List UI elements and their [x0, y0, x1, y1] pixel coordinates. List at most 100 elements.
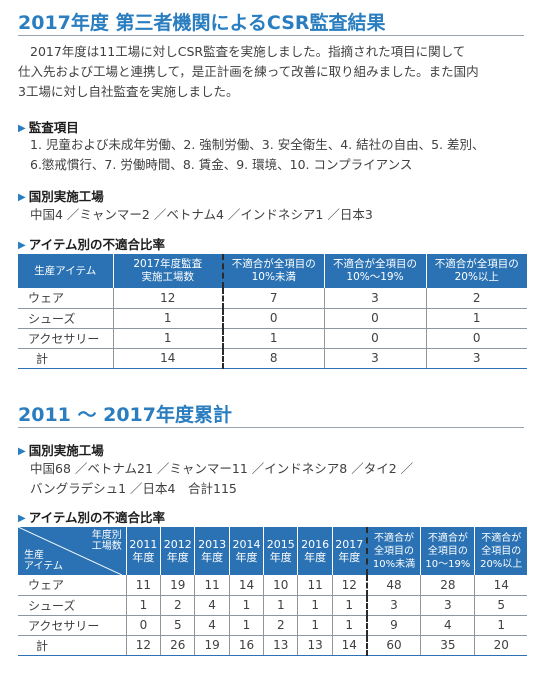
title-divider	[18, 35, 524, 36]
row-label: シューズ	[18, 308, 114, 329]
year-header: 2016 年度	[297, 527, 333, 575]
cell: 5	[474, 595, 527, 616]
audit-items-line-2: 6.懲戒慣行、7. 労働時間、8. 賃金、9. 環境、10. コンプライアンス	[30, 157, 413, 172]
cell: 19	[194, 635, 230, 656]
audit-items-heading-text: 監査項目	[28, 120, 79, 135]
cell: 4	[194, 615, 230, 636]
cell: 1	[223, 328, 325, 349]
cell: 1	[332, 595, 368, 616]
year-header: 2017 年度	[332, 527, 368, 575]
cell: 3	[324, 348, 427, 369]
cell: 12	[332, 575, 368, 596]
audit-items-heading: ▶ 監査項目	[18, 117, 79, 136]
intro-paragraph: 2017年度は11工場に対しCSR監査を実施しました。指摘された項目に関して 仕…	[18, 42, 528, 102]
cell: 1	[474, 615, 527, 636]
ratio-heading-text: アイテム別の不適合比率	[28, 237, 165, 252]
cell: 1	[297, 595, 333, 616]
cell: 0	[426, 328, 527, 349]
cell: 3	[426, 348, 527, 369]
cell: 60	[366, 635, 422, 656]
row-label: アクセサリー	[18, 328, 114, 349]
triangle-bullet-icon: ▶	[18, 123, 26, 134]
cell: 11	[297, 575, 333, 596]
cell: 1	[229, 595, 265, 616]
title-divider	[18, 427, 524, 428]
cell: 10	[263, 575, 299, 596]
corner-header: 年度別 工場数 生産 アイテム	[18, 527, 127, 575]
triangle-bullet-icon: ▶	[18, 446, 26, 457]
cell: 12	[113, 288, 224, 309]
year-header: 2014 年度	[229, 527, 265, 575]
cell: 2	[160, 595, 196, 616]
cell: 9	[366, 615, 422, 636]
triangle-bullet-icon: ▶	[18, 192, 26, 203]
diagonal-line	[18, 527, 122, 575]
cell: 5	[160, 615, 196, 636]
cell: 28	[420, 575, 476, 596]
triangle-bullet-icon: ▶	[18, 513, 26, 524]
table-row: シューズ 1 0 0 1	[18, 308, 527, 329]
table-row: アクセサリー 0 5 4 1 2 1 1 9 4 1	[18, 615, 527, 636]
corner-top-label: 年度別 工場数	[91, 530, 122, 552]
cell: 26	[160, 635, 196, 656]
factories-heading-text: 国別実施工場	[28, 443, 104, 458]
cell: 0	[324, 328, 427, 349]
audit-items-line-1: 1. 児童および未成年労働、2. 強制労働、3. 安全衛生、4. 結社の自由、5…	[30, 137, 485, 152]
cell: 48	[366, 575, 422, 596]
triangle-bullet-icon: ▶	[18, 240, 26, 251]
cell: 13	[263, 635, 299, 656]
cell: 2	[263, 615, 299, 636]
cell: 19	[160, 575, 196, 596]
factories-text-2017: 中国4 ／ミャンマー2 ／ベトナム4 ／インドネシア1 ／日本3	[30, 207, 373, 222]
ratio-header-10to19: 不適合が 全項目の 10～19%	[420, 527, 476, 575]
col-header-item: 生産アイテム	[18, 254, 114, 288]
year-header: 2015 年度	[263, 527, 299, 575]
cell: 11	[194, 575, 230, 596]
cell: 0	[324, 308, 427, 329]
table-row-total: 計 14 8 3 3	[18, 348, 527, 369]
ratio-heading-text: アイテム別の不適合比率	[28, 510, 165, 525]
section-title-2017: 2017年度 第三者機関によるCSR監査結果	[18, 12, 386, 34]
row-label: シューズ	[18, 595, 127, 616]
row-label: 計	[18, 635, 127, 656]
intro-line-1: 2017年度は11工場に対しCSR監査を実施しました。指摘された項目に関して	[30, 44, 466, 59]
cell: 14	[229, 575, 265, 596]
cell: 20	[474, 635, 527, 656]
cell: 12	[126, 635, 162, 656]
factories-heading-cumulative: ▶ 国別実施工場	[18, 440, 104, 459]
nonconformity-table-cumulative: 年度別 工場数 生産 アイテム 2011 年度 2012 年度 2013 年度 …	[18, 527, 527, 656]
table-row: シューズ 1 2 4 1 1 1 1 3 3 5	[18, 595, 527, 616]
cell: 16	[229, 635, 265, 656]
cell: 1	[113, 308, 224, 329]
cell: 0	[126, 615, 162, 636]
cell: 11	[126, 575, 162, 596]
table-row-total: 計 12 26 19 16 13 13 14 60 35 20	[18, 635, 527, 656]
table-row: ウェア 11 19 11 14 10 11 12 48 28 14	[18, 575, 527, 596]
factories-line-1: 中国68 ／ベトナム21 ／ミャンマー11 ／インドネシア8 ／タイ2 ／	[30, 461, 414, 476]
factories-heading-2017: ▶ 国別実施工場	[18, 186, 104, 205]
nonconformity-table-2017: 生産アイテム 2017年度監査 実施工場数 不適合が全項目の 10%未満 不適合…	[18, 254, 527, 369]
cell: 1	[426, 308, 527, 329]
audit-items-list: 1. 児童および未成年労働、2. 強制労働、3. 安全衛生、4. 結社の自由、5…	[30, 135, 530, 175]
cell: 1	[126, 595, 162, 616]
col-header-10to19: 不適合が全項目の 10%～19%	[324, 254, 427, 288]
cell: 14	[474, 575, 527, 596]
cell: 13	[297, 635, 333, 656]
cell: 14	[332, 635, 368, 656]
year-header: 2011 年度	[126, 527, 162, 575]
col-header-under10: 不適合が全項目の 10%未満	[223, 254, 325, 288]
year-header: 2012 年度	[160, 527, 196, 575]
corner-bottom-label: 生産 アイテム	[24, 550, 63, 572]
cell: 3	[420, 595, 476, 616]
ratio-header-under10: 不適合が 全項目の 10%未満	[366, 527, 422, 575]
table-row: ウェア 12 7 3 2	[18, 288, 527, 309]
table-row: アクセサリー 1 1 0 0	[18, 328, 527, 349]
cell: 1	[229, 615, 265, 636]
ratio-header-20plus: 不適合が 全項目の 20%以上	[474, 527, 527, 575]
row-label: アクセサリー	[18, 615, 127, 636]
cell: 7	[223, 288, 325, 309]
cell: 3	[324, 288, 427, 309]
cell: 35	[420, 635, 476, 656]
factories-text-cumulative: 中国68 ／ベトナム21 ／ミャンマー11 ／インドネシア8 ／タイ2 ／ バン…	[30, 459, 530, 499]
cell: 2	[426, 288, 527, 309]
